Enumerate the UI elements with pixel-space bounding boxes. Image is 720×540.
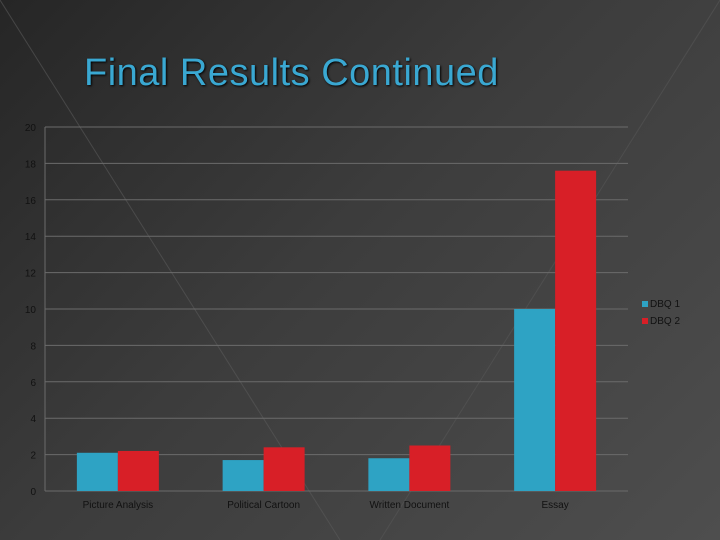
- y-axis-ticks: 0 2 4 6 8 10 12 14 16 18 20: [25, 123, 37, 498]
- y-tick-label: 18: [25, 159, 37, 170]
- bar-1: [222, 460, 264, 491]
- legend-swatch: [642, 318, 648, 324]
- y-tick-label: 0: [30, 487, 36, 498]
- legend-label: DBQ 2: [650, 316, 680, 327]
- y-tick-label: 2: [30, 451, 36, 462]
- bar-1: [368, 458, 410, 491]
- category-label: Essay: [542, 500, 569, 511]
- y-tick-label: 14: [25, 232, 37, 243]
- y-tick-label: 20: [25, 123, 37, 134]
- legend-label: DBQ 1: [650, 299, 680, 310]
- category-label: Picture Analysis: [83, 500, 154, 511]
- y-tick-label: 12: [25, 269, 37, 280]
- y-tick-label: 10: [25, 305, 37, 316]
- bar-1: [514, 309, 556, 491]
- bar-2: [117, 450, 159, 491]
- legend: DBQ 1 DBQ 2: [642, 299, 680, 327]
- bar-1: [76, 452, 118, 491]
- bars: [76, 170, 597, 491]
- category-labels: Picture Analysis Political Cartoon Written…: [83, 500, 569, 511]
- y-tick-label: 16: [25, 196, 37, 207]
- bar-2: [409, 445, 451, 491]
- bar-2: [263, 447, 305, 491]
- bar-2: [555, 170, 597, 491]
- slide-title: Final Results Continued: [84, 52, 499, 94]
- category-label: Written Document: [369, 500, 449, 511]
- category-label: Political Cartoon: [227, 500, 300, 511]
- y-tick-label: 6: [30, 378, 36, 389]
- y-tick-label: 8: [30, 341, 36, 352]
- y-tick-label: 4: [30, 414, 36, 425]
- legend-swatch: [642, 301, 648, 307]
